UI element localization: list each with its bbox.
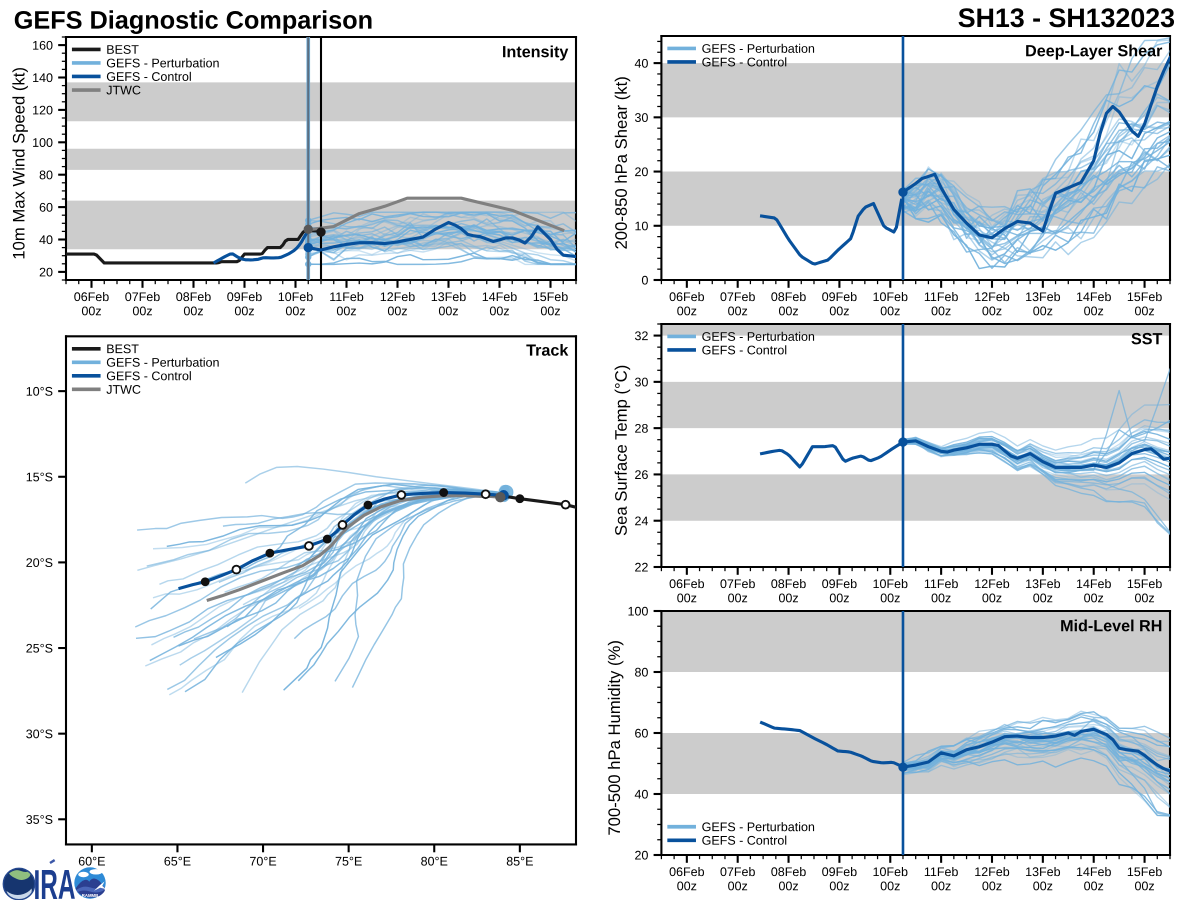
svg-text:RAMMB: RAMMB — [82, 893, 98, 898]
svg-text:IRA: IRA — [34, 861, 76, 900]
